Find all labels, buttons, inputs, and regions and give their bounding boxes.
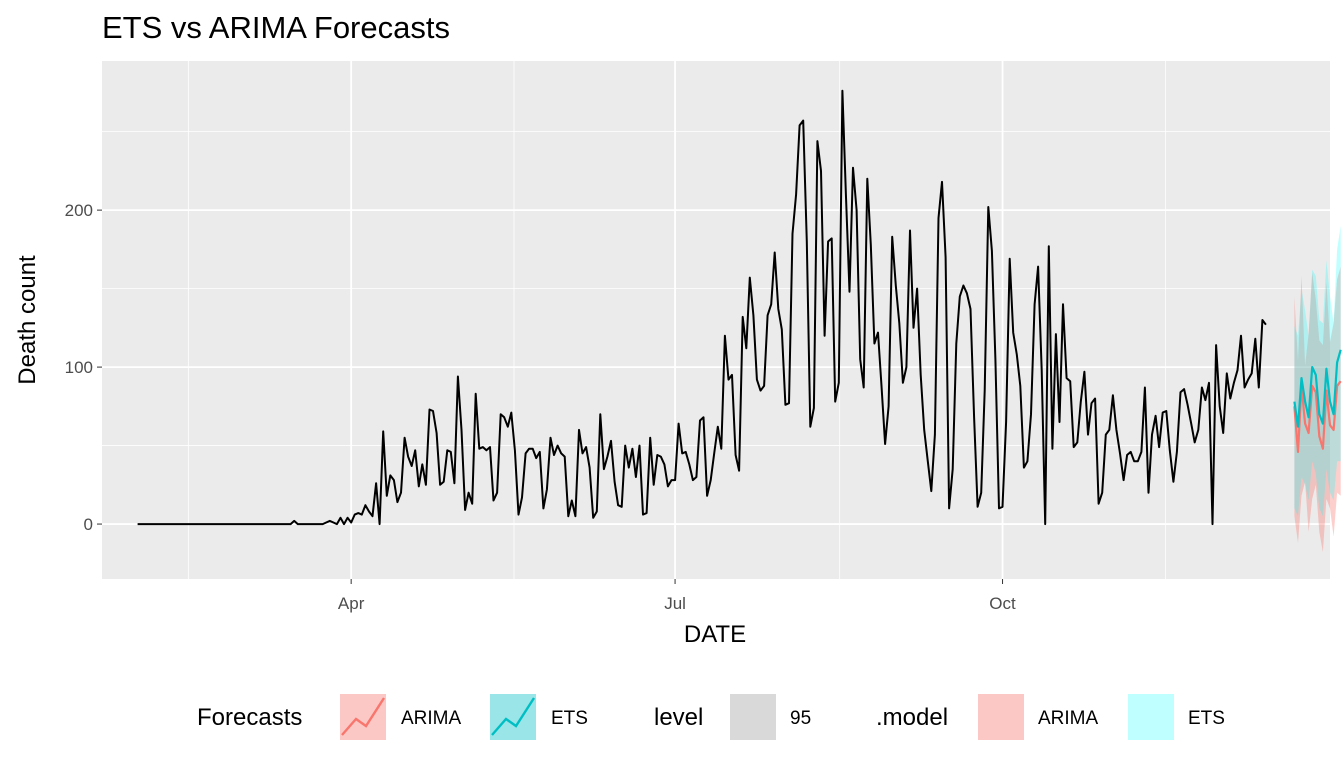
chart-title: ETS vs ARIMA Forecasts xyxy=(102,10,450,45)
legend-key-model-arima xyxy=(978,694,1024,740)
y-axis-title: Death count xyxy=(14,255,41,385)
legend-key-level-95 xyxy=(730,694,776,740)
y-tick-label: 200 xyxy=(65,201,93,220)
observed-series-line xyxy=(137,89,1267,526)
series-lines xyxy=(137,89,1342,526)
plot-panel xyxy=(102,61,1330,579)
legend-title-forecasts: Forecasts xyxy=(197,704,302,731)
legend-label-model-arima: ARIMA xyxy=(1038,708,1099,729)
x-tick-label-apr: Apr xyxy=(338,594,365,613)
legend-key-ets xyxy=(490,694,536,740)
legend-key-line xyxy=(491,697,536,736)
arima-forecast-line xyxy=(1293,380,1342,453)
y-tick-label: 0 xyxy=(84,515,93,534)
ets-forecast-line xyxy=(1293,349,1342,428)
legend-key-band xyxy=(340,694,386,740)
legend-label-ets: ETS xyxy=(551,708,588,729)
legend-key-line xyxy=(341,697,386,736)
legend-key-band xyxy=(490,694,536,740)
ets-95-interval-band xyxy=(1294,225,1341,517)
x-tick-label-oct: Oct xyxy=(989,594,1016,613)
legend-label-model-ets: ETS xyxy=(1188,708,1225,729)
legend-label-arima: ARIMA xyxy=(401,708,462,729)
legend-key-model-ets xyxy=(1128,694,1174,740)
legend-key-arima xyxy=(340,694,386,740)
y-tick-label: 100 xyxy=(65,358,93,377)
x-axis: Apr Jul Oct xyxy=(338,579,1016,613)
x-tick-label-jul: Jul xyxy=(664,594,686,613)
x-axis-title: DATE xyxy=(684,621,746,648)
legend-label-level-95: 95 xyxy=(790,708,811,729)
legend: Forecasts ARIMA ETS level 95 .model ARIMA ETS xyxy=(197,694,1225,740)
legend-title-model: .model xyxy=(876,704,948,731)
legend-title-level: level xyxy=(654,704,703,731)
y-axis: 0 100 200 xyxy=(65,201,102,534)
